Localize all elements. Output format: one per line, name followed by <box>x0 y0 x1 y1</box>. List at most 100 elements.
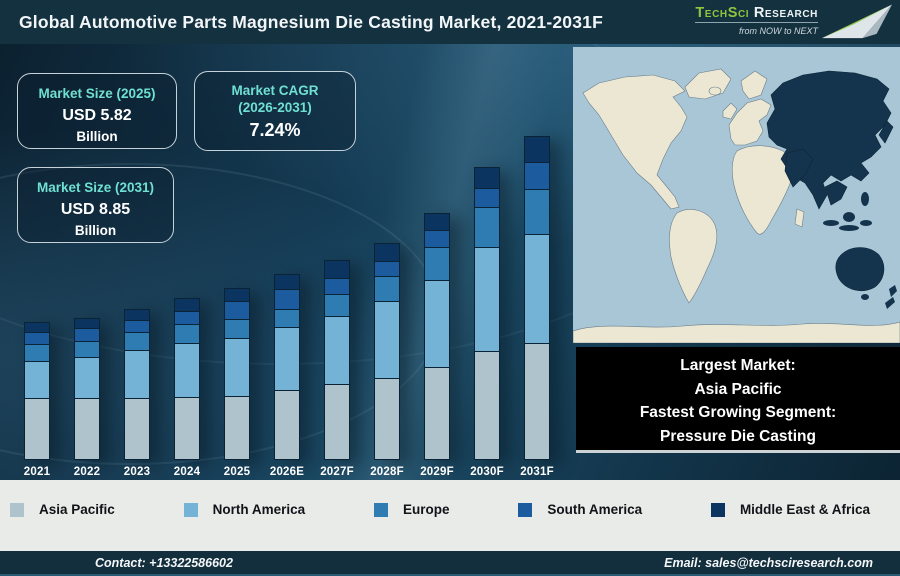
segment-south-america <box>74 328 100 341</box>
x-tick-2022: 2022 <box>73 466 101 478</box>
segment-south-america <box>174 311 200 324</box>
segment-europe <box>24 344 50 361</box>
arrow-icon <box>822 4 892 39</box>
segment-north-america <box>524 234 550 343</box>
segment-middle-east-africa <box>74 318 100 328</box>
x-tick-2023: 2023 <box>123 466 151 478</box>
legend-item-middle-east-africa: Middle East & Africa <box>710 502 870 517</box>
segment-north-america <box>424 280 450 367</box>
segment-north-america <box>474 247 500 351</box>
segment-middle-east-africa <box>524 136 550 162</box>
x-tick-2027F: 2027F <box>320 466 354 478</box>
segment-south-america <box>324 278 350 294</box>
segment-middle-east-africa <box>174 298 200 311</box>
chart-area: 2021 2022 2023 2024 2025 2026E 2027F 2028F 2029F… <box>0 44 900 480</box>
box-value: 7.24% <box>249 120 301 140</box>
segment-europe <box>274 309 300 327</box>
bar-2022 <box>74 318 100 460</box>
box-value: USD 5.82 <box>62 107 132 124</box>
segment-asia-pacific <box>124 398 150 460</box>
x-tick-2025: 2025 <box>223 466 251 478</box>
legend-item-europe: Europe <box>373 502 450 517</box>
segment-north-america <box>224 338 250 396</box>
segment-asia-pacific <box>324 384 350 460</box>
segment-south-america <box>374 261 400 276</box>
segment-asia-pacific <box>274 390 300 460</box>
bar-2026E <box>274 274 300 460</box>
box-unit: Billion <box>76 129 118 144</box>
segment-north-america <box>74 357 100 398</box>
map-africa <box>731 145 794 235</box>
segment-north-america <box>274 327 300 390</box>
segment-asia-pacific <box>74 398 100 460</box>
legend-chip <box>373 502 388 517</box>
segment-asia-pacific <box>374 378 400 460</box>
bar-2028F <box>374 243 400 460</box>
map-north-america <box>582 74 688 210</box>
legend-label: Middle East & Africa <box>739 502 870 517</box>
segment-asia-pacific <box>174 397 200 460</box>
box-title-line1: Market CAGR <box>231 83 319 98</box>
market-size-2025-box: Market Size (2025) USD 5.82 Billion <box>17 73 177 149</box>
x-tick-2028F: 2028F <box>370 466 404 478</box>
header: Global Automotive Parts Magnesium Die Ca… <box>0 0 900 44</box>
segment-asia-pacific <box>524 343 550 460</box>
legend-item-north-america: North America <box>183 502 306 517</box>
legend-item-asia-pacific: Asia Pacific <box>10 502 115 517</box>
segment-middle-east-africa <box>224 288 250 301</box>
world-map <box>573 47 900 343</box>
segment-asia-pacific <box>224 396 250 460</box>
legend-chip <box>518 502 533 517</box>
legend-chip <box>10 502 24 517</box>
segment-middle-east-africa <box>274 274 300 289</box>
segment-europe <box>324 294 350 316</box>
segment-europe <box>374 276 400 301</box>
segment-middle-east-africa <box>374 243 400 261</box>
segment-europe <box>524 189 550 234</box>
logo-text: TechSci Research from NOW to NEXT <box>695 4 818 39</box>
segment-south-america <box>524 162 550 189</box>
x-tick-2024: 2024 <box>173 466 201 478</box>
map-arabia-highlight <box>784 148 814 188</box>
map-antarctica <box>573 321 900 343</box>
map-japan <box>878 120 894 144</box>
segment-middle-east-africa <box>124 309 150 320</box>
map-europe <box>728 98 772 146</box>
map-south-america <box>669 209 718 304</box>
x-tick-2026E: 2026E <box>269 466 305 478</box>
largest-market-annotation: Largest Market: Asia Pacific Fastest Gro… <box>576 347 900 453</box>
segment-north-america <box>24 361 50 398</box>
segment-middle-east-africa <box>24 322 50 332</box>
market-cagr-box: Market CAGR (2026-2031) 7.24% <box>194 71 356 151</box>
bar-2031F <box>524 136 550 460</box>
box-title: Market Size (2031) <box>36 180 155 195</box>
segment-europe <box>224 319 250 338</box>
legend-row: Asia Pacific North America Europe South Ame… <box>10 502 870 517</box>
logo-brand-secondary: Research <box>753 4 818 21</box>
segment-europe <box>174 324 200 343</box>
page-title: Global Automotive Parts Magnesium Die Ca… <box>19 11 603 32</box>
bar-2023 <box>124 309 150 460</box>
segment-europe <box>424 247 450 280</box>
bar-2030F <box>474 167 500 460</box>
segment-north-america <box>374 301 400 378</box>
legend-label: North America <box>212 502 306 517</box>
techsci-logo: TechSci Research from NOW to NEXT <box>695 2 892 42</box>
box-title: Market Size (2025) <box>38 86 156 101</box>
segment-asia-pacific <box>424 367 450 460</box>
annotation-line: Largest Market: <box>680 357 796 374</box>
map-australia <box>835 247 885 292</box>
logo-tagline: from NOW to NEXT <box>695 21 818 39</box>
segment-south-america <box>224 301 250 319</box>
bar-2029F <box>424 213 450 460</box>
footer-contact: Contact: +13322586602 <box>95 555 233 570</box>
legend-label: Asia Pacific <box>39 502 115 517</box>
market-size-2031-box: Market Size (2031) USD 8.85 Billion <box>17 167 174 243</box>
bar-2024 <box>174 298 200 460</box>
logo-brand-primary: TechSci <box>695 4 750 21</box>
annotation-line: Asia Pacific <box>694 380 782 398</box>
x-tick-2031F: 2031F <box>520 466 554 478</box>
segment-north-america <box>324 316 350 384</box>
segment-middle-east-africa <box>424 213 450 230</box>
